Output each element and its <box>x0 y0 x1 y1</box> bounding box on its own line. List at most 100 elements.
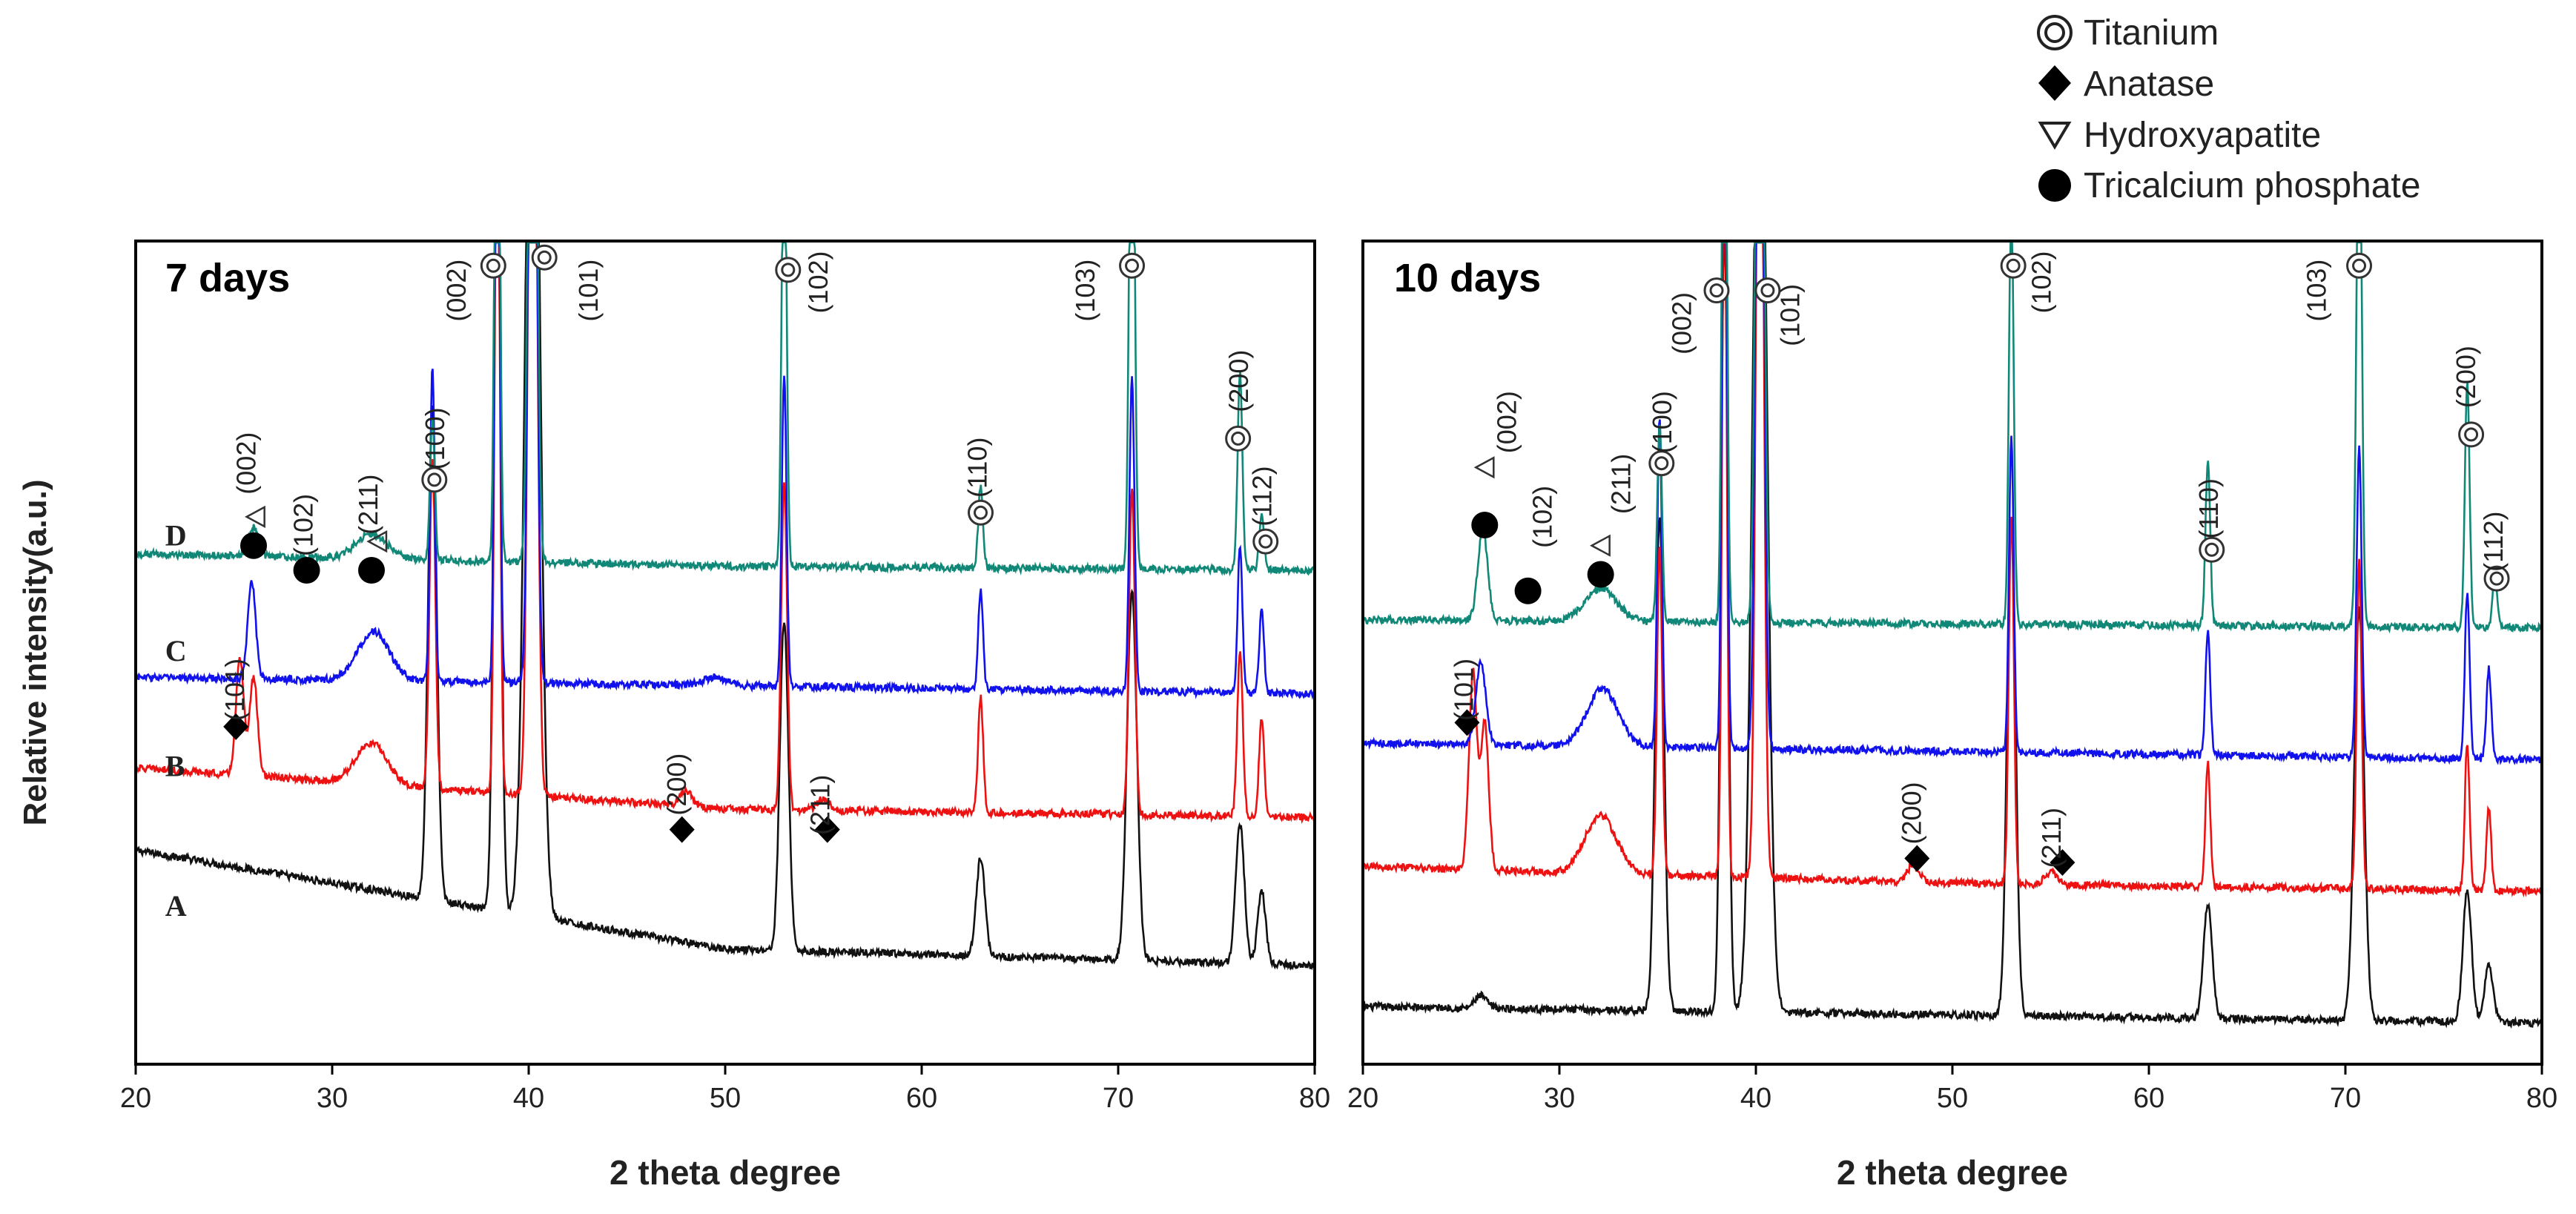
legend-label: Tricalcium phosphate <box>2084 166 2420 205</box>
titanium-marker-icon <box>2000 252 2027 279</box>
legend: Titanium Anatase Hydroxyapatite Tricalci… <box>2037 13 2420 205</box>
spectrum-line-b <box>134 241 1316 825</box>
anatase-marker-icon <box>814 816 840 843</box>
x-tick-label: 30 <box>317 1083 348 1114</box>
miller-index-label: (103) <box>2302 260 2332 322</box>
x-axis-ticks-7-days: 20 30 40 50 60 70 80 <box>120 1064 1330 1114</box>
miller-index-label: (110) <box>962 438 992 498</box>
tcp-marker-icon <box>240 532 267 559</box>
spectrum-line-d <box>135 241 1316 577</box>
x-tick-label: 70 <box>2330 1083 2361 1114</box>
miller-index-label: (100) <box>1647 391 1677 453</box>
curve-label-c: C <box>165 634 187 667</box>
tcp-marker-icon <box>358 557 385 584</box>
titanium-marker-icon <box>1648 450 1675 477</box>
tcp-marker-icon <box>293 557 320 584</box>
spectrum-line-b <box>1361 241 2543 898</box>
tcp-marker-icon <box>1514 577 1542 604</box>
titanium-marker-icon <box>1703 277 1730 304</box>
miller-index-label: (102) <box>1527 486 1557 548</box>
x-tick-label: 40 <box>1740 1083 1771 1114</box>
x-tick-label: 70 <box>1103 1083 1134 1114</box>
legend-entry-tricalcium-phosphate: Tricalcium phosphate <box>2038 166 2420 205</box>
tcp-marker-icon <box>1471 511 1499 538</box>
panel-7-days: (101) (002) (102) (211) (100) (002) (101) (200)… <box>120 240 1330 1192</box>
miller-index-label: (211) <box>2036 808 2067 868</box>
x-tick-label: 50 <box>1937 1083 1968 1114</box>
curve-labels-7-days: A B C D <box>165 519 187 923</box>
x-axis-label: 2 theta degree <box>610 1153 841 1192</box>
miller-index-label: (103) <box>1070 260 1100 322</box>
spectrum-line-c <box>1361 241 2543 765</box>
anatase-marker-icon <box>2050 849 2075 877</box>
titanium-marker-icon <box>1119 252 1146 279</box>
titanium-marker-icon <box>1252 528 1279 555</box>
hydroxyapatite-marker-icon <box>1473 456 1495 479</box>
x-tick-label: 60 <box>2133 1083 2164 1114</box>
anatase-marker-icon <box>1454 709 1480 736</box>
miller-index-label: (200) <box>1223 350 1254 412</box>
miller-index-label: (002) <box>441 260 472 322</box>
spectra-10-days <box>1361 241 2543 1029</box>
hydroxyapatite-marker-icon <box>245 505 265 528</box>
x-tick-label: 80 <box>1299 1083 1330 1114</box>
filled-circle-icon <box>2038 169 2071 202</box>
panel-title: 10 days <box>1394 256 1541 300</box>
curve-label-b: B <box>165 750 185 783</box>
spectrum-line-a <box>134 241 1316 971</box>
x-tick-label: 20 <box>1347 1083 1378 1114</box>
titanium-marker-icon <box>968 499 994 526</box>
legend-label: Hydroxyapatite <box>2084 116 2321 155</box>
titanium-marker-icon <box>2346 252 2373 279</box>
miller-index-label: (002) <box>1667 292 1697 354</box>
titanium-marker-icon <box>2199 536 2225 563</box>
legend-entry-hydroxyapatite: Hydroxyapatite <box>2038 116 2321 155</box>
x-tick-label: 40 <box>513 1083 544 1114</box>
anatase-marker-icon <box>223 713 249 740</box>
miller-index-label: (101) <box>1774 284 1805 346</box>
x-axis-ticks-10-days: 20 30 40 50 60 70 80 <box>1347 1064 2557 1114</box>
miller-index-label: (101) <box>573 260 604 322</box>
x-tick-label: 60 <box>906 1083 937 1114</box>
miller-index-label: (211) <box>1605 454 1636 514</box>
miller-index-label: (110) <box>2193 478 2224 538</box>
miller-index-label: (102) <box>803 251 833 313</box>
y-axis-label: Relative intensity(a.u.) <box>17 479 53 825</box>
x-tick-label: 80 <box>2526 1083 2557 1114</box>
x-tick-label: 20 <box>120 1083 151 1114</box>
hydroxyapatite-marker-icon <box>1590 534 1611 557</box>
miller-index-label: (112) <box>1247 466 1278 526</box>
legend-entry-anatase: Anatase <box>2038 65 2214 104</box>
titanium-marker-icon <box>2483 565 2510 592</box>
curve-label-d: D <box>165 519 187 552</box>
miller-index-label: (200) <box>2451 346 2481 408</box>
spectrum-line-c <box>134 241 1315 700</box>
x-tick-label: 50 <box>710 1083 741 1114</box>
spectrum-line-d <box>1361 241 2543 634</box>
titanium-marker-icon <box>421 466 448 493</box>
miller-index-label: (200) <box>661 753 692 816</box>
titanium-marker-icon <box>1754 277 1781 304</box>
titanium-marker-icon <box>775 257 802 283</box>
legend-label: Anatase <box>2084 65 2214 104</box>
miller-index-label: (101) <box>219 659 250 721</box>
miller-index-label: (102) <box>288 494 319 556</box>
miller-index-label: (112) <box>2478 511 2509 571</box>
spectrum-line-a <box>1362 241 2543 1029</box>
titanium-marker-icon <box>531 244 558 271</box>
tcp-marker-icon <box>1587 561 1614 588</box>
titanium-marker-icon <box>2458 421 2485 448</box>
miller-index-label: (200) <box>1897 782 1927 844</box>
titanium-marker-icon <box>1225 425 1252 452</box>
miller-index-label: (102) <box>2027 251 2057 313</box>
anatase-marker-icon <box>1904 845 1930 872</box>
titanium-marker-icon <box>480 252 506 279</box>
miller-index-label: (101) <box>1448 659 1479 721</box>
miller-index-label: (002) <box>231 432 262 495</box>
miller-index-label: (211) <box>805 775 835 835</box>
legend-label: Titanium <box>2084 13 2219 53</box>
triangle-icon <box>2038 122 2072 150</box>
miller-index-label: (100) <box>420 407 450 469</box>
x-axis-label: 2 theta degree <box>1837 1153 2068 1192</box>
